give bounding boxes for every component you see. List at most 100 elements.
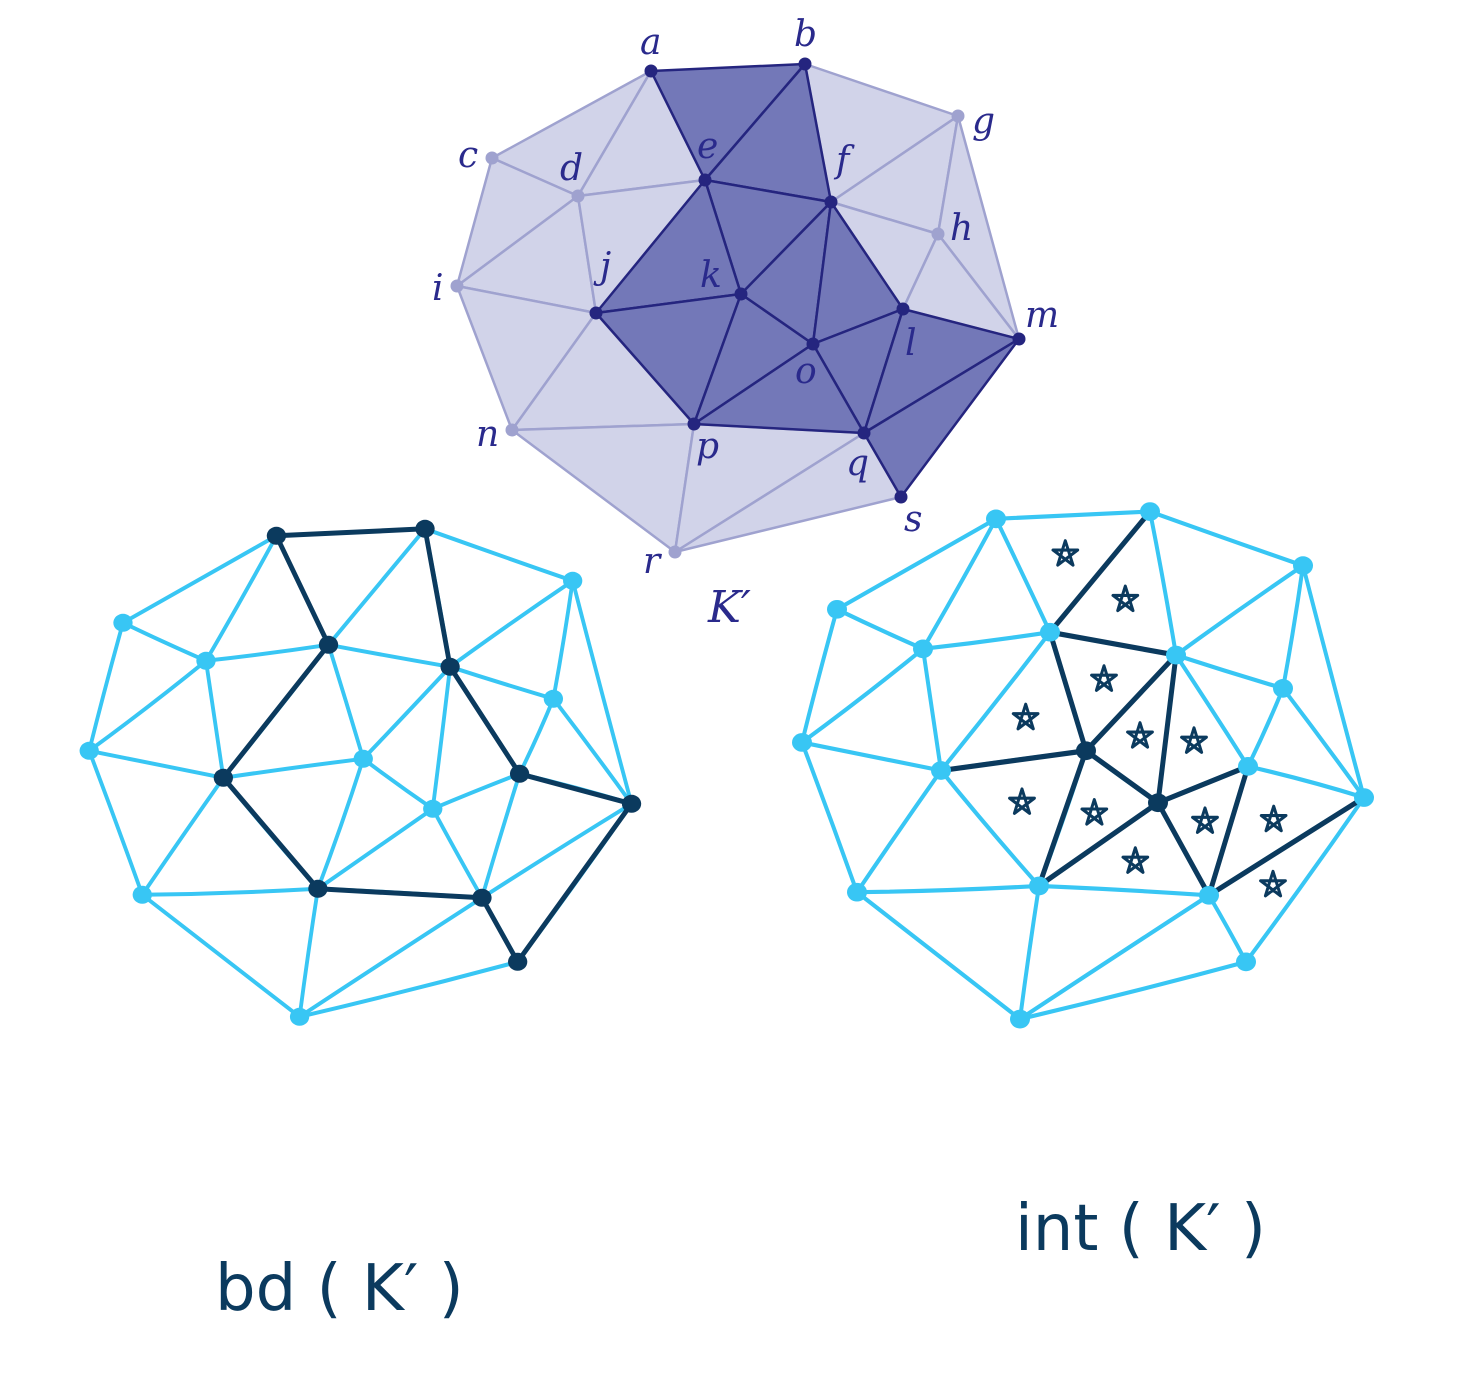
- interior-edge-ef: [1047, 629, 1179, 658]
- interior-edge-oq: [1155, 800, 1212, 898]
- sketch-vertex-s: [1236, 952, 1256, 972]
- vertex-d: [571, 189, 585, 203]
- vertex-label-g: g: [972, 101, 995, 142]
- sketch-vertex-l: [1238, 757, 1258, 776]
- sketch-vertex-i: [792, 733, 812, 752]
- sketch-edge-fo: [430, 664, 453, 811]
- vertex-label-s: s: [904, 499, 922, 540]
- sketch-vertex-b: [1140, 502, 1160, 521]
- interior-edge-be: [1047, 508, 1153, 635]
- interior-edge-op: [1036, 800, 1161, 889]
- interior-edge-lq: [1206, 763, 1251, 898]
- caption-interior: int ( K′ ): [1015, 1192, 1266, 1266]
- sketch-vertex-d: [196, 651, 216, 670]
- interior-edges: [938, 508, 1367, 898]
- sketch-vertex-a: [266, 526, 287, 545]
- sketch-edge-ac: [121, 533, 279, 625]
- sketch-edge-bg: [423, 526, 575, 583]
- sketch-edge-hm: [551, 696, 634, 806]
- vertices: [450, 57, 1026, 559]
- star-mark-bef: [1111, 584, 1140, 613]
- sketch-vertex-q: [472, 888, 492, 907]
- light-triangle-npr: [510, 422, 696, 554]
- sketch-edge-ko: [361, 756, 435, 811]
- star-mark-fol: [1180, 726, 1208, 754]
- vertex-i: [450, 279, 464, 293]
- boundary-edge-pj: [220, 775, 321, 892]
- sketch-vertices: [79, 519, 642, 1026]
- interior-star-marks: [1008, 539, 1288, 898]
- sketch-edge-de: [204, 642, 331, 663]
- sketch-edge-bg: [1148, 509, 1305, 568]
- sketch-edge-qs: [1207, 893, 1248, 964]
- sketch-edge-ac: [835, 516, 998, 612]
- sketch-vertex-f: [1166, 645, 1186, 665]
- sketch-edge-cd: [121, 620, 208, 663]
- sketch-vertex-c: [827, 599, 847, 619]
- sketch-vertex-g: [1293, 556, 1313, 575]
- dark-triangle-qms: [862, 337, 1021, 499]
- sketch-vertex-p: [1029, 876, 1049, 896]
- vertex-f: [824, 195, 838, 209]
- vertex-label-c: c: [458, 135, 478, 176]
- sketch-edge-ad: [204, 533, 279, 663]
- sketch-edge-hl: [1246, 686, 1285, 769]
- sketch-vertex-s: [508, 952, 528, 971]
- sketch-edge-ae: [994, 516, 1052, 635]
- interior-edge-kp: [1036, 748, 1089, 889]
- sketch-edge-ol: [430, 771, 522, 811]
- sketch-vertex-l: [509, 764, 530, 783]
- sketch-edge-rs: [1018, 959, 1248, 1022]
- sketch-vertices: [792, 502, 1374, 1029]
- vertex-b: [798, 57, 812, 71]
- sketch-edge-be: [326, 526, 427, 647]
- sketch-vertex-a: [986, 509, 1006, 529]
- sketch-edge-qm: [480, 801, 634, 900]
- sketch-edge-ms: [1244, 795, 1366, 964]
- star-mark-olq: [1191, 806, 1219, 834]
- sketch-vertex-r: [1010, 1009, 1030, 1029]
- boundary-edge-bf: [422, 526, 453, 670]
- boundary-edge-ms: [515, 801, 634, 965]
- interior-edge-fo: [1155, 652, 1179, 806]
- sketch-vertex-d: [913, 639, 933, 659]
- vertex-m: [1012, 332, 1026, 346]
- sketch-edge-lm: [1246, 764, 1366, 800]
- sketch-edge-rs: [297, 959, 520, 1019]
- vertex-label-b: b: [794, 14, 817, 55]
- sketch-edge-ab: [994, 509, 1152, 521]
- sketch-vertex-r: [289, 1007, 310, 1026]
- vertex-l: [896, 302, 910, 316]
- vertex-label-e: e: [697, 126, 718, 167]
- sketch-edge-kf: [361, 664, 453, 761]
- sketch-edge-de: [921, 630, 1052, 651]
- sketch-edge-jn: [140, 775, 226, 897]
- sketch-vertex-j: [931, 761, 951, 780]
- vertex-k: [734, 287, 748, 301]
- sketch-edge-fh: [1174, 652, 1285, 691]
- sketch-edge-ij: [800, 740, 943, 773]
- star-mark-opq: [1121, 846, 1150, 874]
- sketch-edge-np: [140, 886, 320, 897]
- sketch-edge-ci: [800, 607, 839, 745]
- sketch-edge-bf: [1148, 509, 1178, 658]
- vertex-j: [589, 306, 603, 320]
- sketch-edge-ek: [326, 642, 366, 761]
- sketch-vertex-c: [113, 613, 133, 632]
- boundary-sketch: [79, 519, 642, 1026]
- star-mark-kop: [1080, 798, 1109, 826]
- sketch-vertex-o: [423, 799, 443, 818]
- sketch-vertex-k: [353, 749, 373, 768]
- sketch-edge-qr: [1018, 893, 1211, 1022]
- sketch-vertex-e: [1040, 622, 1060, 642]
- vertex-n: [505, 423, 519, 437]
- dark-triangle-opq: [692, 342, 866, 435]
- vertex-e: [698, 173, 712, 187]
- vertex-label-q: q: [846, 443, 869, 484]
- star-mark-ejk: [1011, 702, 1040, 731]
- vertex-label-m: m: [1025, 295, 1059, 336]
- boundary-edge-ea: [274, 533, 331, 648]
